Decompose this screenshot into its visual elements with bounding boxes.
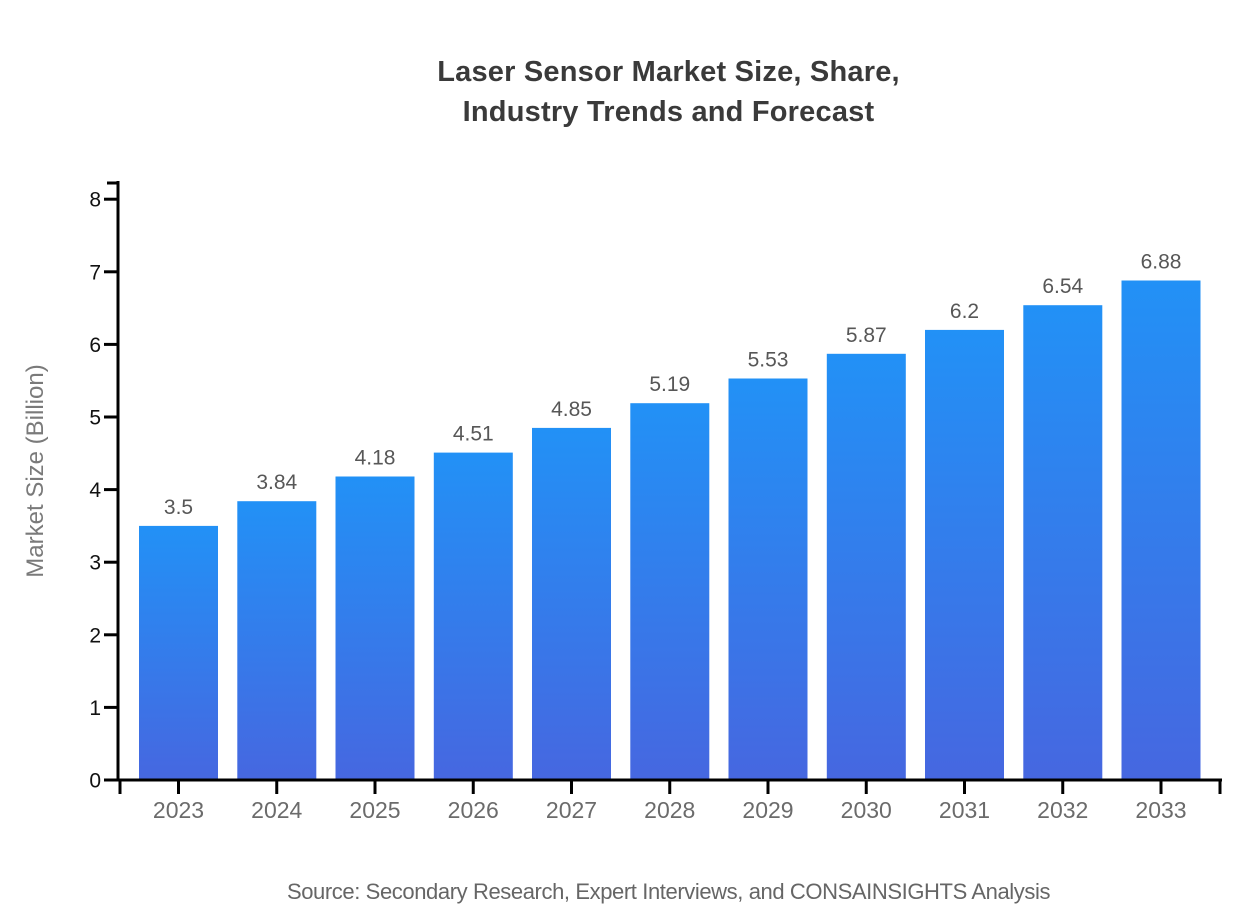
bar-value-label: 4.51	[453, 423, 494, 446]
bar-value-label: 4.18	[355, 447, 396, 470]
x-tick-label: 2024	[251, 797, 302, 823]
bar-value-label: 5.19	[649, 373, 690, 396]
x-tick-label: 2030	[841, 797, 892, 823]
x-tick-label: 2033	[1135, 797, 1186, 823]
bar-2030	[826, 353, 906, 780]
y-tick-label: 3	[89, 552, 101, 575]
chart-title: Laser Sensor Market Size, Share, Industr…	[437, 56, 900, 128]
x-tick-label: 2027	[546, 797, 597, 823]
bar-value-label: 6.2	[950, 300, 979, 323]
bar-value-label: 6.88	[1141, 251, 1182, 274]
source-note: Source: Secondary Research, Expert Inter…	[286, 879, 1051, 904]
y-tick-label: 4	[89, 479, 101, 502]
x-tick-label: 2028	[644, 797, 695, 823]
y-tick-label: 7	[89, 261, 101, 284]
x-tick-label: 2023	[153, 797, 204, 823]
labels-group: 3.5 3.84 4.18 4.51 4.85 5.19 5.53 5.87 6.2 6.54 6.…	[89, 189, 1186, 823]
y-tick-label: 1	[89, 697, 101, 720]
bar-2031	[925, 329, 1004, 780]
bar-2026	[433, 452, 513, 780]
y-tick-label: 2	[89, 624, 101, 647]
x-tick-label: 2025	[349, 797, 400, 823]
bar-2023	[139, 525, 218, 780]
y-tick-label: 0	[89, 770, 101, 793]
bar-2024	[237, 501, 317, 780]
bar-value-label: 3.5	[164, 496, 193, 519]
bar-value-label: 5.87	[846, 324, 887, 347]
x-tick-label: 2031	[939, 797, 990, 823]
bar-2033	[1121, 280, 1201, 780]
y-tick-label: 6	[89, 334, 101, 357]
bar-2032	[1023, 305, 1103, 780]
x-tick-label: 2026	[448, 797, 499, 823]
bar-2029	[728, 378, 808, 780]
y-tick-label: 5	[89, 407, 101, 430]
bar-value-label: 5.53	[748, 349, 789, 372]
bar-2028	[630, 403, 710, 780]
axes-group	[104, 181, 1222, 794]
bars-group	[139, 280, 1201, 780]
bar-value-label: 3.84	[256, 471, 297, 494]
bar-value-label: 4.85	[551, 398, 592, 421]
y-tick-label: 8	[89, 189, 101, 212]
bar-2025	[335, 476, 415, 780]
bar-value-label: 6.54	[1042, 275, 1083, 298]
bar-2027	[532, 427, 611, 780]
x-tick-label: 2032	[1037, 797, 1088, 823]
x-tick-label: 2029	[742, 797, 793, 823]
